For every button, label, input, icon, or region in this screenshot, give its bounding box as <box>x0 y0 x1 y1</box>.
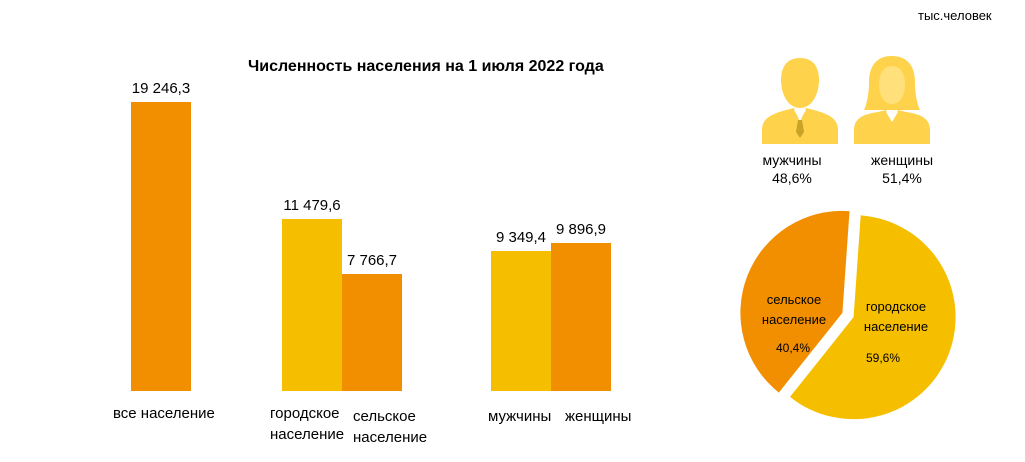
category-label-4: мужчины <box>488 408 552 425</box>
bar-value-label-3: 7 766,7 <box>346 252 398 269</box>
man-icon <box>762 58 838 144</box>
bar-4 <box>491 251 551 391</box>
male-share-label: мужчины 48,6% <box>762 151 821 187</box>
female-share: 51,4% <box>882 170 922 186</box>
female-label: женщины <box>870 152 934 168</box>
pie-slice-1 <box>790 215 956 420</box>
bar-value-label-1: 19 246,3 <box>131 80 191 97</box>
woman-icon <box>854 56 930 144</box>
male-share: 48,6% <box>772 170 812 186</box>
bar-1 <box>131 102 191 391</box>
chart-title: Численность населения на 1 июля 2022 год… <box>248 58 604 75</box>
bar-2 <box>282 219 342 391</box>
male-label: мужчины <box>762 152 822 168</box>
bar-value-label-2: 11 479,6 <box>283 197 341 214</box>
category-label-3: сельское население <box>353 408 428 446</box>
bar-value-label-4: 9 349,4 <box>495 229 547 246</box>
pie-chart <box>740 210 956 420</box>
unit-label: тыс.человек <box>918 8 992 23</box>
female-share-label: женщины 51,4% <box>871 151 933 187</box>
pie-slice-label-2: сельское население <box>761 292 827 327</box>
category-label-2: городское население <box>270 405 345 443</box>
pie-slice-2 <box>740 210 850 393</box>
bar-3 <box>342 274 402 391</box>
bar-5 <box>551 243 611 391</box>
pie-slice-label-1: городское население <box>863 299 929 334</box>
pie-slice-value-1: 59,6% <box>865 351 901 365</box>
category-label-1: все население <box>113 405 215 422</box>
pie-slice-value-2: 40,4% <box>775 341 811 355</box>
category-label-5: женщины <box>565 408 632 425</box>
bar-value-label-5: 9 896,9 <box>555 221 607 238</box>
